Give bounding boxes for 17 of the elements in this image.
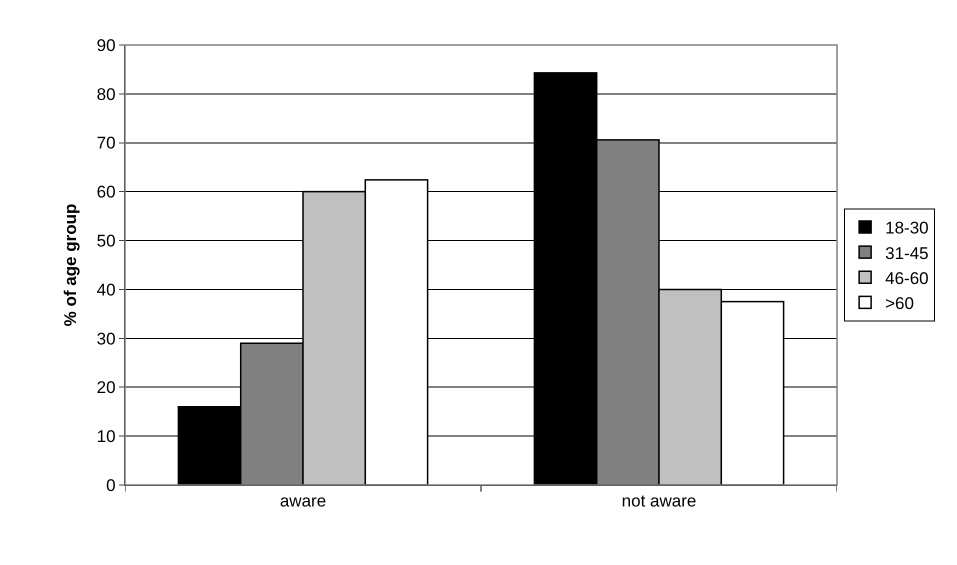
y-tick-label: 80	[96, 84, 116, 104]
y-tick-label: 10	[96, 427, 116, 446]
y-tick-label: 0	[106, 476, 116, 495]
legend-label: 18-30	[885, 218, 929, 238]
legend-label: 46-60	[885, 268, 929, 288]
y-tick-label: 70	[96, 134, 116, 153]
x-tick-label: aware	[280, 491, 326, 510]
y-tick-label: 50	[96, 232, 116, 251]
y-tick-label: 90	[96, 36, 116, 55]
legend-label: 31-45	[885, 244, 929, 263]
y-tick-label: 30	[96, 329, 116, 348]
x-tick-label: not aware	[622, 491, 696, 510]
y-axis-title: % of age group	[61, 204, 80, 326]
y-tick-label: 20	[96, 378, 116, 398]
y-tick-label: 40	[96, 280, 116, 300]
y-tick-label: 60	[96, 182, 116, 202]
legend-label: >60	[885, 294, 914, 313]
